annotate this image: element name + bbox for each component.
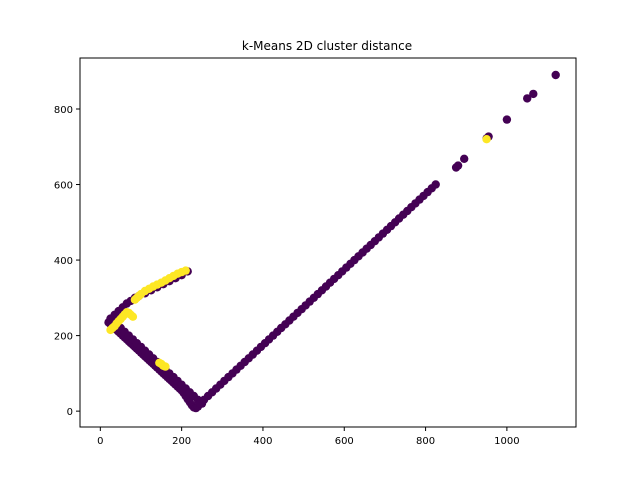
scatter-point-cluster-1 bbox=[155, 358, 164, 367]
scatter-point-cluster-1 bbox=[161, 362, 170, 371]
plot-frame bbox=[79, 57, 577, 428]
scatter-point-cluster-0 bbox=[523, 94, 532, 103]
scatter-point-cluster-1 bbox=[128, 312, 138, 321]
scatter-point-cluster-1 bbox=[482, 135, 491, 144]
y-tick-label: 0 bbox=[67, 407, 73, 418]
scatter-point-cluster-0 bbox=[460, 154, 469, 163]
x-tick-label: 600 bbox=[335, 436, 354, 447]
scatter-point-cluster-1 bbox=[181, 266, 190, 275]
scatter-point-cluster-0 bbox=[453, 161, 463, 170]
chart-title: k-Means 2D cluster distance bbox=[242, 39, 412, 53]
y-tick-label: 200 bbox=[54, 332, 73, 343]
x-tick-label: 0 bbox=[97, 436, 103, 447]
x-tick-label: 200 bbox=[172, 436, 191, 447]
x-tick-label: 400 bbox=[253, 436, 272, 447]
scatter-point-cluster-0 bbox=[431, 180, 440, 189]
x-tick-label: 800 bbox=[416, 436, 435, 447]
scatter-point-cluster-0 bbox=[529, 89, 538, 99]
scatter-point-cluster-0 bbox=[551, 70, 560, 80]
y-tick-label: 400 bbox=[54, 256, 73, 267]
y-tick-label: 800 bbox=[54, 105, 73, 116]
x-tick-label: 1000 bbox=[494, 436, 519, 447]
x-axis: 0 200 400 600 800 1000 bbox=[97, 427, 520, 447]
y-tick-label: 600 bbox=[54, 181, 73, 192]
scatter-points bbox=[104, 70, 560, 413]
y-axis: 0 200 400 600 800 bbox=[54, 105, 80, 418]
scatter-point-cluster-0 bbox=[502, 115, 512, 124]
